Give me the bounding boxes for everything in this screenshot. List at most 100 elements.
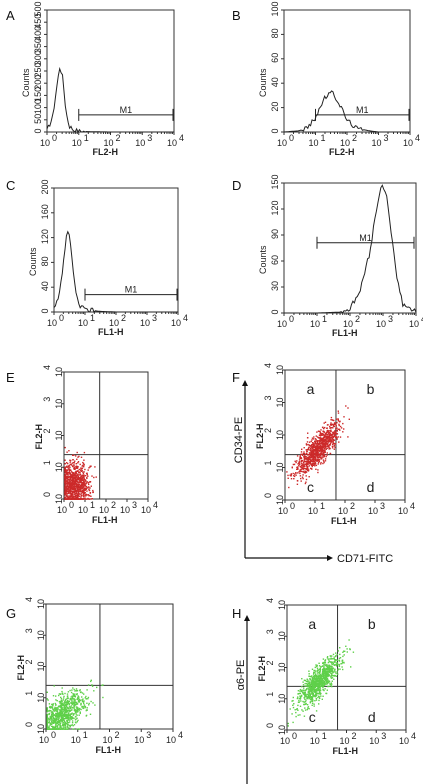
event-dot — [65, 476, 67, 478]
event-dot — [64, 481, 66, 483]
event-dot — [333, 433, 335, 436]
x-tick-exponent: 2 — [352, 731, 357, 741]
event-dot — [65, 493, 68, 495]
event-dot — [65, 486, 68, 488]
event-dot — [330, 669, 332, 671]
event-dot — [315, 679, 317, 681]
event-dot — [331, 677, 334, 679]
event-dot — [72, 479, 75, 481]
event-dot — [327, 439, 329, 442]
y-tick-label: 10 — [277, 694, 287, 704]
event-dot — [64, 708, 66, 711]
event-dot — [307, 460, 309, 462]
event-dot — [69, 714, 72, 716]
event-dot — [319, 448, 321, 451]
event-dot — [66, 699, 69, 702]
event-dot — [66, 465, 68, 467]
event-dot — [69, 715, 71, 717]
event-dot — [324, 436, 326, 439]
event-dot — [302, 464, 304, 467]
event-dot — [335, 659, 337, 662]
event-dot — [102, 696, 104, 699]
event-dot — [319, 445, 322, 447]
event-dot — [55, 720, 57, 722]
event-dot — [73, 703, 76, 705]
event-dot — [65, 716, 67, 719]
event-dot — [305, 680, 308, 683]
event-dot — [68, 709, 70, 712]
event-dot — [335, 428, 337, 430]
event-dot — [322, 459, 325, 461]
event-dot — [324, 677, 327, 679]
plot-frame — [284, 369, 406, 501]
x-tick-exponent: 3 — [381, 731, 386, 741]
event-dot — [302, 474, 304, 476]
x-tick-label: 10 — [109, 318, 119, 328]
event-dot — [321, 445, 324, 447]
event-dot — [74, 474, 76, 476]
event-dot — [337, 418, 339, 420]
x-tick-label: 10 — [57, 505, 67, 515]
event-dot — [339, 425, 342, 428]
histogram-line — [53, 230, 178, 313]
event-dot — [320, 446, 322, 448]
event-dot — [339, 647, 341, 649]
event-dot — [302, 710, 304, 712]
event-dot — [316, 687, 318, 690]
event-dot — [320, 456, 322, 458]
event-dot — [339, 429, 341, 431]
quadrant-label-c: c — [309, 709, 316, 725]
event-dot — [86, 472, 88, 474]
event-dot — [305, 688, 308, 691]
event-dot — [311, 693, 313, 695]
event-dot — [93, 690, 95, 692]
event-dot — [331, 443, 334, 445]
event-dot — [297, 468, 299, 470]
event-dot — [87, 698, 89, 700]
event-dot — [326, 681, 328, 684]
event-dot — [320, 442, 323, 444]
event-dot — [298, 461, 300, 463]
event-dot — [82, 700, 85, 703]
event-dot — [68, 486, 70, 489]
event-dot — [306, 462, 309, 464]
event-dot — [64, 480, 66, 482]
event-dot — [75, 463, 77, 465]
event-dot — [68, 498, 70, 500]
event-dot — [331, 427, 333, 429]
x-tick-exponent: 0 — [69, 500, 74, 510]
event-dot — [76, 477, 78, 480]
event-dot — [70, 469, 72, 471]
event-dot — [324, 434, 326, 436]
event-dot — [48, 719, 50, 721]
event-dot — [51, 719, 53, 721]
event-dot — [318, 437, 320, 439]
event-dot — [333, 432, 335, 434]
event-dot — [322, 686, 324, 688]
event-dot — [48, 703, 51, 705]
event-dot — [312, 442, 314, 444]
event-dot — [318, 695, 320, 697]
x-tick-exponent: 2 — [115, 730, 120, 740]
event-dot — [312, 675, 315, 678]
event-dot — [74, 460, 76, 462]
event-dot — [62, 713, 65, 716]
event-dot — [57, 721, 60, 723]
x-tick-label: 10 — [277, 319, 287, 329]
event-dot — [67, 714, 69, 716]
x-tick-label: 10 — [371, 138, 381, 148]
event-dot — [300, 477, 302, 480]
event-dot — [315, 438, 317, 441]
event-dot — [324, 426, 326, 429]
event-dot — [66, 709, 68, 712]
event-dot — [83, 478, 86, 481]
event-dot — [333, 670, 335, 672]
event-dot — [68, 486, 71, 488]
event-dot — [332, 662, 335, 665]
x-tick-exponent: 0 — [289, 133, 294, 143]
event-dot — [60, 708, 63, 710]
x-tick-exponent: 3 — [147, 133, 152, 143]
event-dot — [83, 704, 86, 706]
event-dot — [75, 484, 77, 487]
event-dot — [46, 725, 48, 727]
